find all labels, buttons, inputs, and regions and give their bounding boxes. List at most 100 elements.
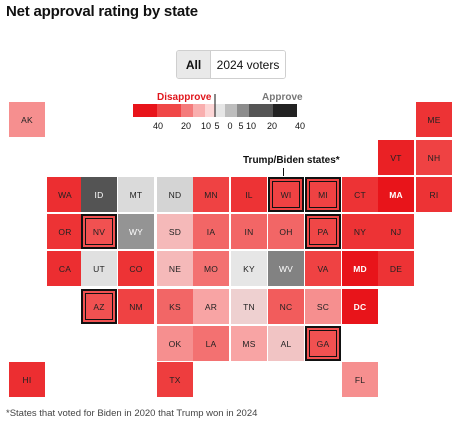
state-label: KS <box>169 301 181 312</box>
state-label: RI <box>429 189 439 200</box>
legend-swatch <box>215 104 225 117</box>
state-tile-or[interactable]: OR <box>47 214 83 249</box>
state-tile-va[interactable]: VA <box>305 251 341 286</box>
state-label: IL <box>245 189 253 200</box>
footnote: *States that voted for Biden in 2020 tha… <box>6 408 258 419</box>
state-label: MA <box>389 189 403 200</box>
state-tile-ks[interactable]: KS <box>157 289 193 324</box>
state-tile-az[interactable]: AZ <box>81 289 117 324</box>
state-label: WV <box>278 263 294 274</box>
state-tile-wy[interactable]: WY <box>118 214 154 249</box>
color-legend: 40 20 10 5 0 5 10 20 40 <box>133 94 305 131</box>
state-tile-ne[interactable]: NE <box>157 251 193 286</box>
state-tile-ma[interactable]: MA <box>378 177 414 212</box>
state-label: NY <box>353 226 367 237</box>
legend-tick-label: 20 <box>181 121 191 131</box>
state-tile-mi[interactable]: MI <box>305 177 341 212</box>
legend-tick-label: 0 <box>227 121 232 131</box>
legend-tick-label: 5 <box>238 121 243 131</box>
state-tile-ky[interactable]: KY <box>231 251 267 286</box>
state-label: KY <box>243 263 255 274</box>
state-label: NM <box>129 301 143 312</box>
state-tile-nc[interactable]: NC <box>268 289 304 324</box>
state-label: TN <box>243 301 255 312</box>
state-tile-mn[interactable]: MN <box>193 177 229 212</box>
state-label: GA <box>316 338 330 349</box>
state-label: UT <box>93 263 105 274</box>
legend-swatch <box>193 104 205 117</box>
state-tile-in[interactable]: IN <box>231 214 267 249</box>
state-tile-al[interactable]: AL <box>268 326 304 361</box>
state-label: MT <box>129 189 143 200</box>
state-label: PA <box>317 226 329 237</box>
state-tile-il[interactable]: IL <box>231 177 267 212</box>
state-label: AZ <box>93 301 105 312</box>
state-tile-ga[interactable]: GA <box>305 326 341 361</box>
legend-swatch <box>273 104 297 117</box>
state-tile-pa[interactable]: PA <box>305 214 341 249</box>
state-tile-la[interactable]: LA <box>193 326 229 361</box>
state-tile-ok[interactable]: OK <box>157 326 193 361</box>
state-label: ME <box>427 114 441 125</box>
state-tile-fl[interactable]: FL <box>342 362 378 397</box>
state-label: CA <box>58 263 72 274</box>
state-tile-wv[interactable]: WV <box>268 251 304 286</box>
legend-swatch <box>157 104 181 117</box>
state-label: VT <box>390 152 402 163</box>
state-tile-hi[interactable]: HI <box>9 362 45 397</box>
state-tile-nm[interactable]: NM <box>118 289 154 324</box>
state-tile-tn[interactable]: TN <box>231 289 267 324</box>
state-label: MO <box>203 263 219 274</box>
state-label: WI <box>280 189 292 200</box>
legend-approve-label: Approve <box>262 92 303 103</box>
chart-title: Net approval rating by state <box>6 3 198 20</box>
state-label: FL <box>354 374 366 385</box>
state-tile-ca[interactable]: CA <box>47 251 83 286</box>
state-label: SD <box>168 226 182 237</box>
state-label: DE <box>389 263 403 274</box>
state-tile-vt[interactable]: VT <box>378 140 414 175</box>
state-tile-nj[interactable]: NJ <box>378 214 414 249</box>
state-tile-ct[interactable]: CT <box>342 177 378 212</box>
state-tile-mo[interactable]: MO <box>193 251 229 286</box>
state-tile-ri[interactable]: RI <box>416 177 452 212</box>
state-tile-co[interactable]: CO <box>118 251 154 286</box>
legend-tick-label: 20 <box>267 121 277 131</box>
state-tile-wi[interactable]: WI <box>268 177 304 212</box>
state-tile-tx[interactable]: TX <box>157 362 193 397</box>
state-tile-nh[interactable]: NH <box>416 140 452 175</box>
state-tile-id[interactable]: ID <box>81 177 117 212</box>
state-tile-sc[interactable]: SC <box>305 289 341 324</box>
state-tile-ny[interactable]: NY <box>342 214 378 249</box>
state-tile-me[interactable]: ME <box>416 102 452 137</box>
state-tile-dc[interactable]: DC <box>342 289 378 324</box>
state-tile-mt[interactable]: MT <box>118 177 154 212</box>
state-label: TX <box>169 374 181 385</box>
voter-filter-toggle[interactable]: All 2024 voters <box>176 50 286 79</box>
state-label: NJ <box>390 226 402 237</box>
state-tile-ia[interactable]: IA <box>193 214 229 249</box>
state-tile-oh[interactable]: OH <box>268 214 304 249</box>
state-label: MD <box>353 263 367 274</box>
state-tile-ar[interactable]: AR <box>193 289 229 324</box>
toggle-all-button[interactable]: All <box>177 51 211 78</box>
state-tile-nv[interactable]: NV <box>81 214 117 249</box>
legend-tick-label: 40 <box>153 121 163 131</box>
state-label: MS <box>242 338 256 349</box>
state-tile-wa[interactable]: WA <box>47 177 83 212</box>
state-tile-ms[interactable]: MS <box>231 326 267 361</box>
state-label: AR <box>204 301 218 312</box>
state-tile-de[interactable]: DE <box>378 251 414 286</box>
state-tile-nd[interactable]: ND <box>157 177 193 212</box>
state-label: VA <box>317 263 329 274</box>
state-tile-sd[interactable]: SD <box>157 214 193 249</box>
state-tile-ak[interactable]: AK <box>9 102 45 137</box>
toggle-2024-voters-button[interactable]: 2024 voters <box>211 51 285 78</box>
legend-swatch <box>205 104 215 117</box>
state-label: WA <box>58 189 72 200</box>
state-tile-ut[interactable]: UT <box>81 251 117 286</box>
state-label: OR <box>58 226 72 237</box>
state-tile-md[interactable]: MD <box>342 251 378 286</box>
state-label: OK <box>168 338 182 349</box>
